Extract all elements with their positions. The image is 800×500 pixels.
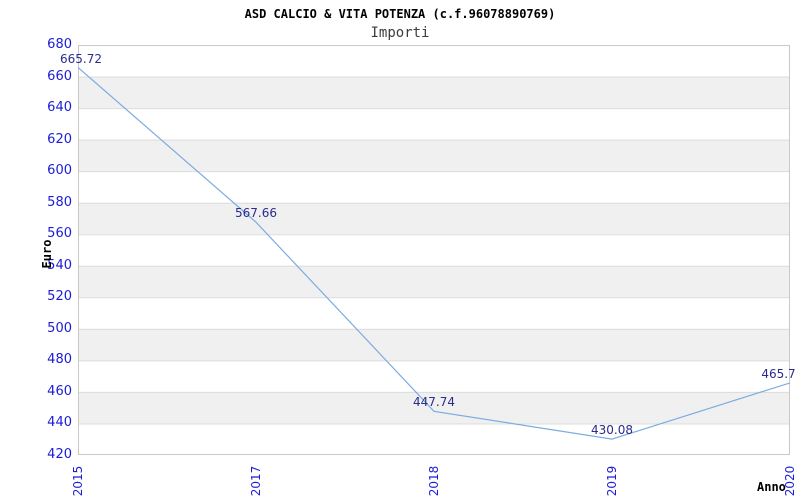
background-band	[78, 328, 790, 361]
y-tick-label: 480	[47, 352, 72, 368]
y-tick-label: 540	[47, 257, 72, 273]
y-tick-label: 620	[47, 131, 72, 147]
x-tick-label: 2015	[71, 465, 85, 497]
y-tick-label: 440	[47, 415, 72, 431]
point-value-label: 465.7	[761, 366, 796, 381]
plot-area	[77, 45, 791, 455]
background-band	[78, 76, 790, 109]
background-band	[78, 139, 790, 172]
background-band	[78, 391, 790, 424]
background-band	[78, 265, 790, 298]
y-tick-label: 640	[47, 100, 72, 116]
x-tick-label: 2018	[427, 465, 441, 497]
background-band	[78, 202, 790, 235]
x-tick-label: 2019	[605, 465, 619, 497]
y-tick-label: 660	[47, 68, 72, 84]
chart-title: ASD CALCIO & VITA POTENZA (c.f.960788907…	[244, 7, 556, 21]
y-tick-label: 460	[47, 383, 72, 399]
y-tick-label: 600	[47, 163, 72, 179]
data-line	[77, 67, 791, 440]
y-tick-label: 680	[47, 37, 72, 52]
x-tick-label: 2017	[249, 465, 263, 497]
y-axis-title: Euro	[40, 239, 54, 269]
point-value-label: 567.66	[235, 206, 277, 221]
point-value-label: 430.08	[591, 423, 633, 438]
x-axis-title: Anno	[757, 480, 786, 494]
point-value-label: 447.74	[413, 395, 455, 410]
y-tick-label: 560	[47, 226, 72, 242]
y-tick-label: 420	[47, 447, 72, 462]
y-tick-label: 500	[47, 320, 72, 336]
plot-border	[78, 45, 790, 455]
y-tick-label: 520	[47, 289, 72, 305]
chart-subtitle: Importi	[370, 25, 430, 41]
y-tick-label: 580	[47, 194, 72, 210]
line-chart-svg	[77, 45, 791, 455]
point-value-label: 665.72	[60, 51, 102, 66]
